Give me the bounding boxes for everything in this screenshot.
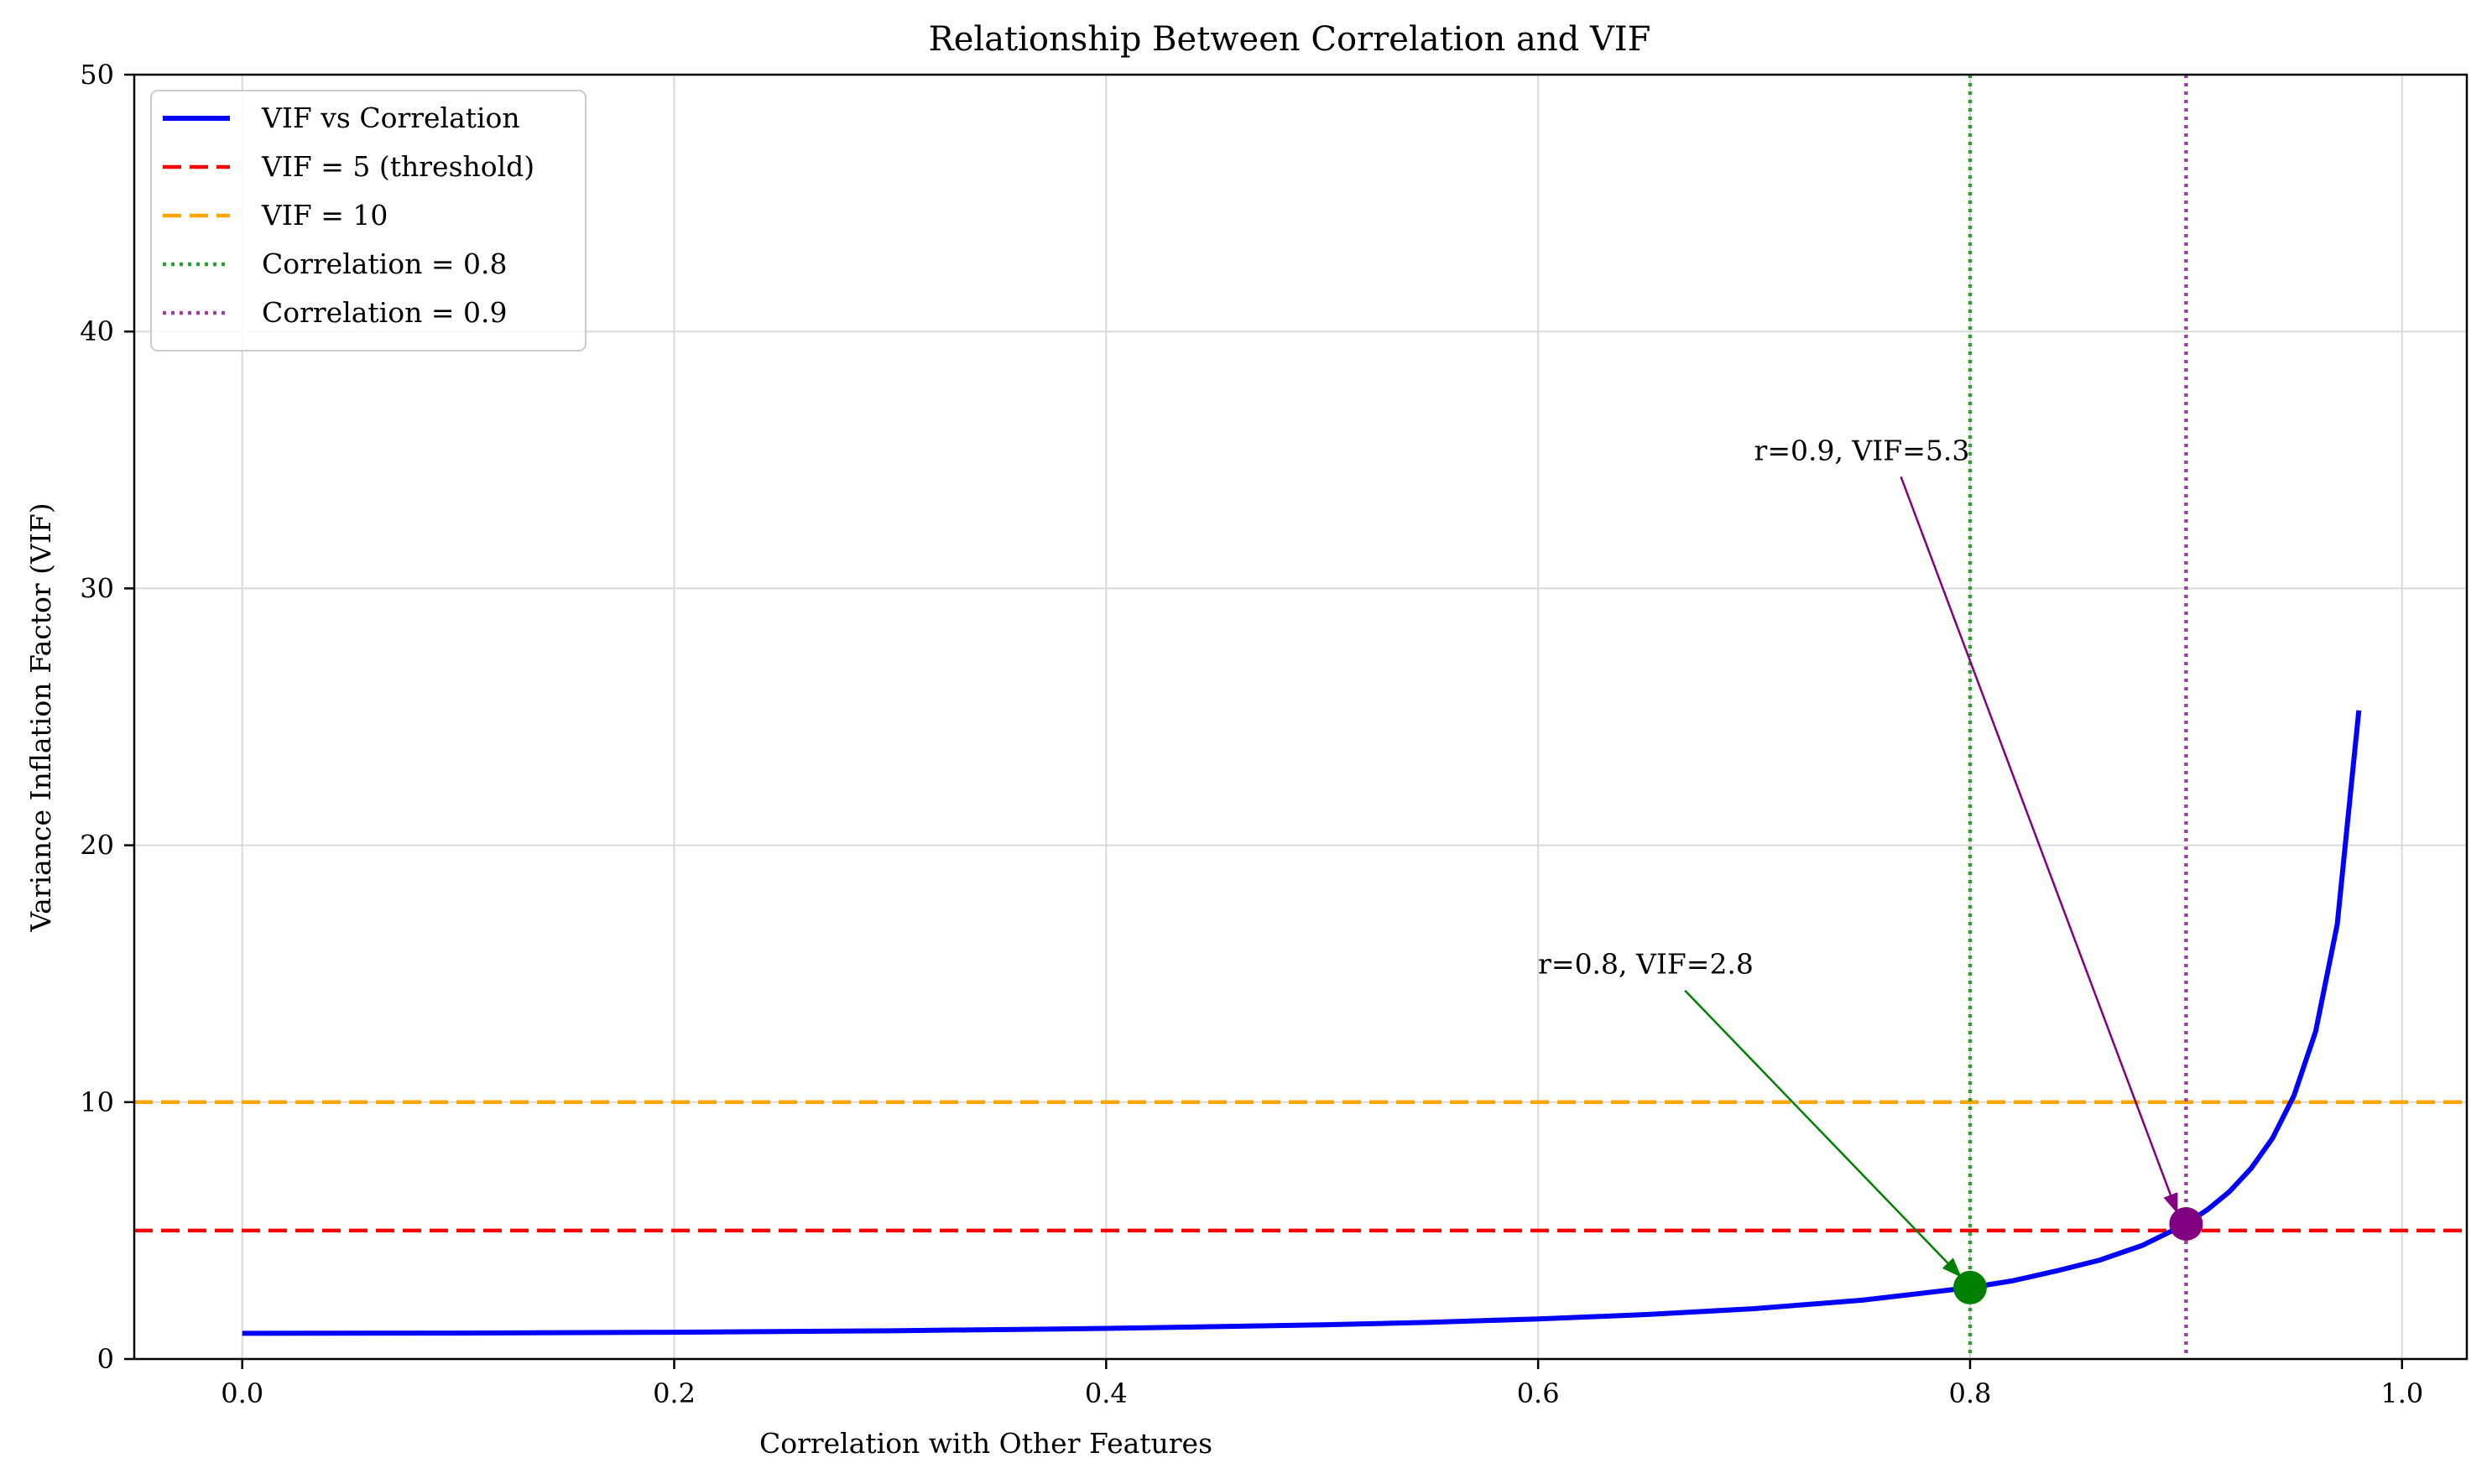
legend-label-2: VIF = 10 xyxy=(261,199,388,232)
chart-title: Relationship Between Correlation and VIF xyxy=(929,20,1651,59)
annotation-arrow-1 xyxy=(1900,476,2179,1215)
highlight-point-1 xyxy=(2169,1206,2203,1241)
x-tick-label: 0.0 xyxy=(221,1377,263,1409)
y-tick-label: 40 xyxy=(80,315,114,347)
reference-lines xyxy=(134,75,2467,1359)
y-tick-label: 30 xyxy=(80,572,114,604)
x-axis-label: Correlation with Other Features xyxy=(759,1427,1212,1460)
legend-label-3: Correlation = 0.8 xyxy=(262,247,507,280)
plot-frame xyxy=(133,73,2469,1361)
axis-ticks: 0.0 0.2 0.4 0.6 0.8 1.0 0 10 20 30 40 50 xyxy=(80,59,2423,1409)
annotation-arrowhead-0 xyxy=(1942,1257,1962,1278)
legend-box xyxy=(150,90,587,351)
x-tick-label: 0.2 xyxy=(653,1377,696,1409)
y-tick-label: 50 xyxy=(80,59,114,91)
y-tick-label: 20 xyxy=(80,830,114,862)
legend-label-0: VIF vs Correlation xyxy=(261,102,520,134)
highlight-point-0 xyxy=(1952,1270,1987,1304)
annotation-label-1: r=0.9, VIF=5.3 xyxy=(1754,434,1970,466)
x-tick-label: 0.4 xyxy=(1085,1377,1128,1409)
x-tick-label: 1.0 xyxy=(2380,1377,2423,1409)
x-tick-label: 0.8 xyxy=(1949,1377,1992,1409)
y-axis-label: Variance Inflation Factor (VIF) xyxy=(24,502,57,932)
annotation-label-0: r=0.8, VIF=2.8 xyxy=(1538,948,1754,981)
annotations: r=0.8, VIF=2.8 r=0.9, VIF=5.3 xyxy=(1538,434,2203,1304)
legend-label-4: Correlation = 0.9 xyxy=(262,296,507,329)
annotation-arrowhead-1 xyxy=(2163,1192,2178,1214)
y-tick-label: 0 xyxy=(97,1343,114,1375)
legend: VIF vs Correlation VIF = 5 (threshold) VIF… xyxy=(150,90,587,351)
x-tick-label: 0.6 xyxy=(1517,1377,1560,1409)
series-lines xyxy=(242,710,2362,1336)
y-tick-label: 10 xyxy=(80,1086,114,1118)
annotation-arrow-0 xyxy=(1684,989,1963,1278)
series-line-0 xyxy=(242,710,2362,1336)
legend-label-1: VIF = 5 (threshold) xyxy=(261,150,534,183)
